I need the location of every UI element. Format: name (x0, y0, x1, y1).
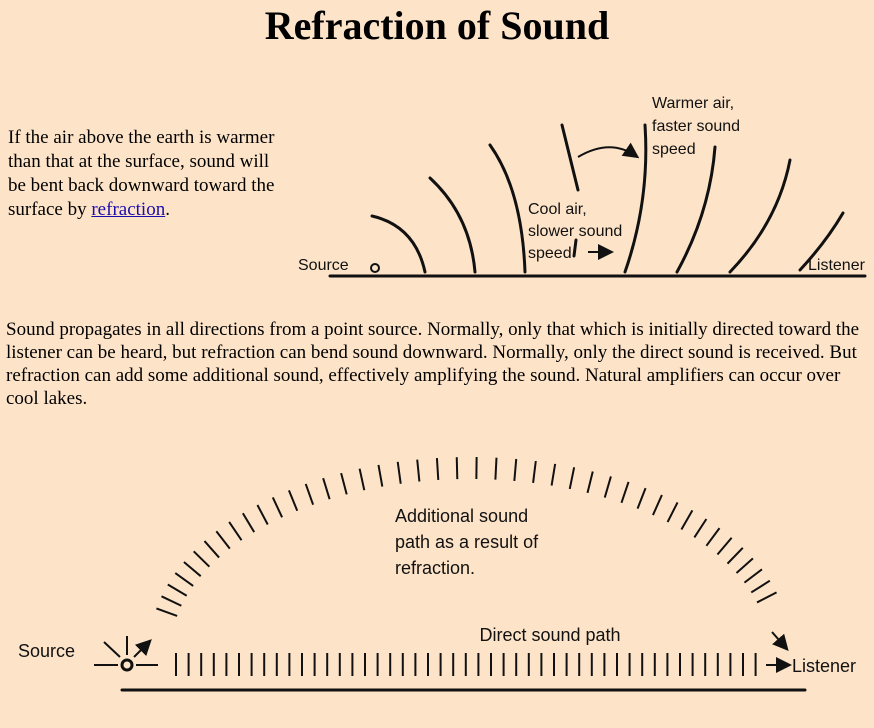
sound-tick (306, 484, 313, 505)
sound-tick (205, 541, 220, 557)
sound-tick (757, 592, 777, 602)
wavefront (625, 125, 646, 272)
sound-tick (668, 502, 678, 522)
sound-tick (175, 573, 193, 586)
sound-tick (694, 519, 706, 537)
sound-tick (681, 510, 692, 529)
sound-tick (323, 478, 329, 499)
arrow (772, 632, 786, 648)
page: Warmer air,faster soundspeed Cool air,sl… (0, 0, 874, 728)
source-label: Source (18, 641, 75, 661)
sound-tick (289, 490, 297, 510)
wavefront (490, 145, 525, 272)
arrow (578, 147, 636, 157)
sound-tick (621, 482, 628, 503)
sound-tick (495, 458, 496, 480)
sound-tick (184, 562, 201, 576)
sound-tick (273, 497, 282, 517)
sound-tick (194, 551, 210, 566)
sound-tick (728, 548, 743, 564)
text: . (165, 199, 170, 220)
sound-tick (417, 460, 419, 482)
sound-tick (437, 458, 438, 480)
wavefront (372, 216, 425, 272)
source-point (371, 264, 379, 272)
sound-tick (533, 461, 536, 483)
sound-tick (751, 581, 770, 593)
sound-tick (706, 528, 719, 546)
sound-tick (229, 522, 241, 540)
sound-tick (638, 488, 646, 508)
sound-tick (457, 457, 458, 479)
sound-tick (514, 459, 516, 481)
sound-tick (161, 596, 181, 605)
wavefront (730, 160, 790, 272)
sound-tick (587, 472, 592, 493)
sound-tick (737, 558, 753, 573)
sound-tick (378, 465, 382, 487)
link[interactable]: refraction (91, 199, 165, 220)
wavefront (430, 178, 475, 272)
sound-tick (360, 469, 365, 490)
sound-tick (570, 467, 574, 489)
title: Refraction of Sound (0, 2, 874, 49)
source-label: Source (298, 257, 349, 274)
sound-tick (156, 608, 177, 615)
sound-tick (398, 462, 401, 484)
bottom-diagram: Source Listener Direct sound path Additi… (18, 457, 856, 690)
sound-tick (243, 513, 254, 532)
wavefront (677, 147, 715, 272)
sound-tick (744, 569, 762, 582)
intro-paragraph: If the air above the earth is warmer tha… (8, 126, 280, 222)
sound-tick (341, 473, 347, 494)
sound-tick (653, 495, 662, 515)
sound-tick (168, 585, 187, 596)
sound-tick (605, 476, 611, 497)
sound-tick (257, 505, 267, 524)
body-paragraph: Sound propagates in all directions from … (6, 318, 868, 410)
listener-label: Listener (808, 257, 866, 274)
source-point (122, 660, 132, 670)
sound-tick (717, 538, 731, 555)
label: Direct sound path (479, 625, 620, 645)
sound-tick (552, 464, 556, 486)
listener-label: Listener (792, 656, 856, 676)
sound-tick (216, 531, 229, 548)
